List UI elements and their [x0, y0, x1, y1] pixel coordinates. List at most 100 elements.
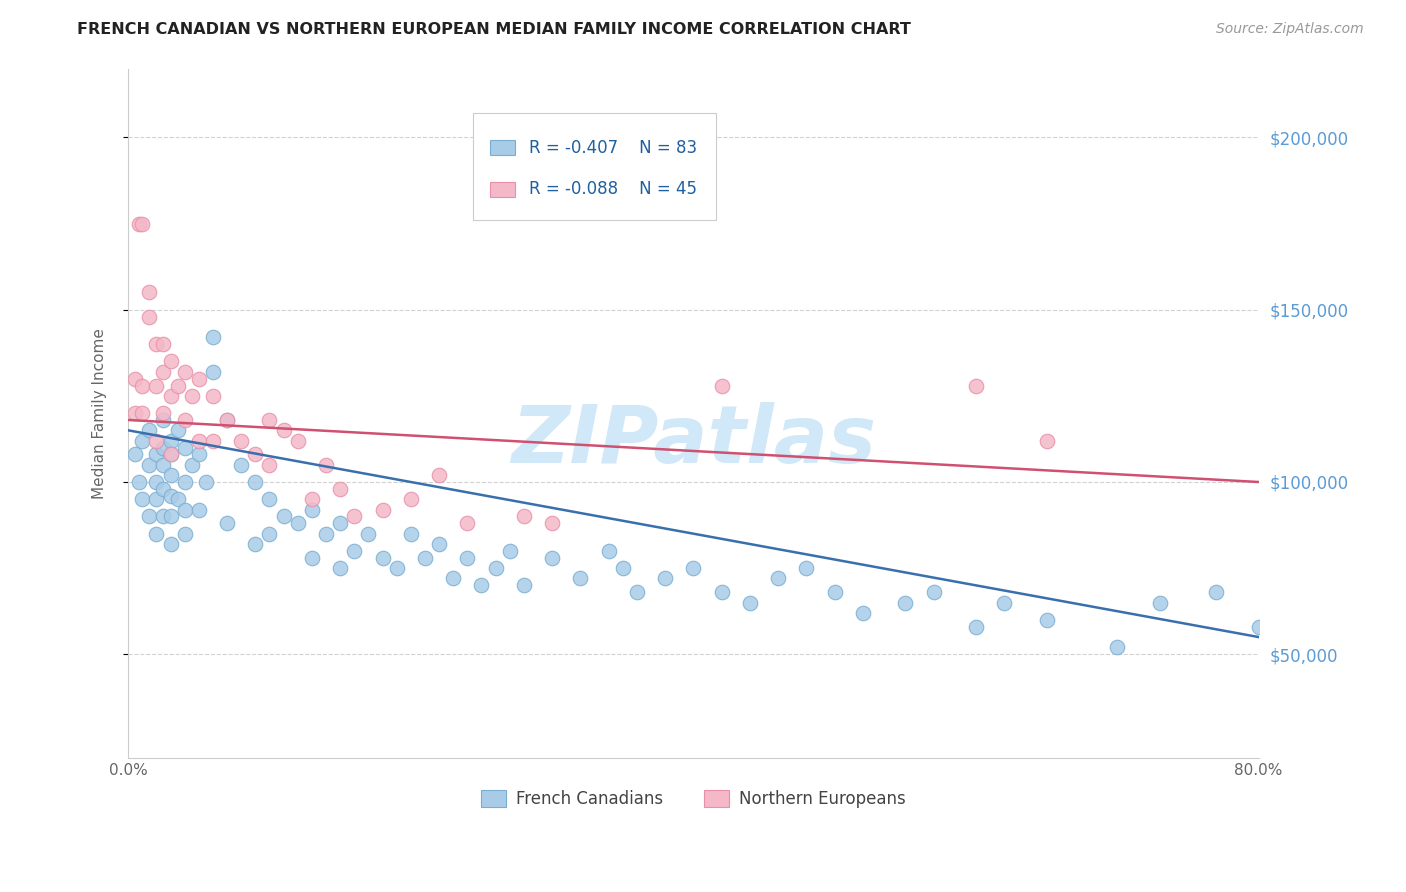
- Point: [922, 585, 945, 599]
- Point: [371, 502, 394, 516]
- Point: [152, 365, 174, 379]
- Point: [217, 516, 239, 531]
- Point: [145, 475, 167, 489]
- Point: [541, 550, 564, 565]
- Point: [152, 441, 174, 455]
- Point: [329, 516, 352, 531]
- Point: [173, 413, 195, 427]
- Point: [682, 561, 704, 575]
- Point: [159, 389, 181, 403]
- Point: [166, 378, 188, 392]
- Text: R = -0.088    N = 45: R = -0.088 N = 45: [530, 180, 697, 198]
- Point: [1035, 434, 1057, 448]
- Point: [166, 492, 188, 507]
- Point: [159, 434, 181, 448]
- Point: [273, 509, 295, 524]
- Point: [131, 217, 153, 231]
- Point: [710, 585, 733, 599]
- Point: [187, 502, 209, 516]
- Point: [145, 492, 167, 507]
- Point: [965, 378, 987, 392]
- Point: [159, 509, 181, 524]
- Point: [484, 561, 506, 575]
- FancyBboxPatch shape: [472, 113, 716, 220]
- Bar: [489, 182, 515, 197]
- Point: [427, 468, 450, 483]
- Point: [159, 447, 181, 461]
- Point: [145, 337, 167, 351]
- Point: [187, 434, 209, 448]
- Point: [128, 475, 150, 489]
- Point: [315, 526, 337, 541]
- Point: [766, 572, 789, 586]
- Point: [470, 578, 492, 592]
- Point: [145, 447, 167, 461]
- Point: [231, 434, 253, 448]
- Point: [1035, 613, 1057, 627]
- Point: [145, 526, 167, 541]
- Point: [259, 526, 281, 541]
- Text: FRENCH CANADIAN VS NORTHERN EUROPEAN MEDIAN FAMILY INCOME CORRELATION CHART: FRENCH CANADIAN VS NORTHERN EUROPEAN MED…: [77, 22, 911, 37]
- Point: [259, 458, 281, 472]
- Point: [138, 458, 160, 472]
- Point: [180, 389, 202, 403]
- Point: [513, 578, 536, 592]
- Point: [138, 310, 160, 324]
- Legend: French Canadians, Northern Europeans: French Canadians, Northern Europeans: [474, 783, 912, 814]
- Point: [187, 447, 209, 461]
- Point: [124, 447, 146, 461]
- Point: [301, 550, 323, 565]
- Point: [315, 458, 337, 472]
- Point: [245, 475, 267, 489]
- Point: [217, 413, 239, 427]
- Point: [598, 544, 620, 558]
- Point: [287, 434, 309, 448]
- Point: [124, 371, 146, 385]
- Point: [128, 217, 150, 231]
- Point: [159, 537, 181, 551]
- Point: [201, 365, 224, 379]
- Point: [145, 434, 167, 448]
- Point: [152, 458, 174, 472]
- Point: [1247, 620, 1270, 634]
- Point: [399, 526, 422, 541]
- Point: [173, 526, 195, 541]
- Point: [245, 447, 267, 461]
- Point: [852, 606, 875, 620]
- Point: [201, 389, 224, 403]
- Point: [173, 365, 195, 379]
- Point: [441, 572, 464, 586]
- Point: [399, 492, 422, 507]
- Text: Source: ZipAtlas.com: Source: ZipAtlas.com: [1216, 22, 1364, 37]
- Point: [541, 516, 564, 531]
- Point: [796, 561, 818, 575]
- Point: [710, 378, 733, 392]
- Point: [738, 596, 761, 610]
- Point: [159, 489, 181, 503]
- Bar: [489, 140, 515, 155]
- Point: [173, 441, 195, 455]
- Point: [612, 561, 634, 575]
- Point: [152, 509, 174, 524]
- Point: [145, 378, 167, 392]
- Point: [152, 406, 174, 420]
- Point: [993, 596, 1015, 610]
- Point: [138, 509, 160, 524]
- Point: [413, 550, 436, 565]
- Point: [187, 371, 209, 385]
- Point: [357, 526, 380, 541]
- Point: [513, 509, 536, 524]
- Point: [201, 434, 224, 448]
- Point: [138, 423, 160, 437]
- Point: [173, 502, 195, 516]
- Text: ZIPatlas: ZIPatlas: [510, 401, 876, 480]
- Point: [456, 516, 478, 531]
- Point: [152, 482, 174, 496]
- Point: [166, 423, 188, 437]
- Point: [173, 475, 195, 489]
- Point: [287, 516, 309, 531]
- Point: [1205, 585, 1227, 599]
- Text: R = -0.407    N = 83: R = -0.407 N = 83: [530, 139, 697, 157]
- Point: [124, 406, 146, 420]
- Point: [343, 509, 366, 524]
